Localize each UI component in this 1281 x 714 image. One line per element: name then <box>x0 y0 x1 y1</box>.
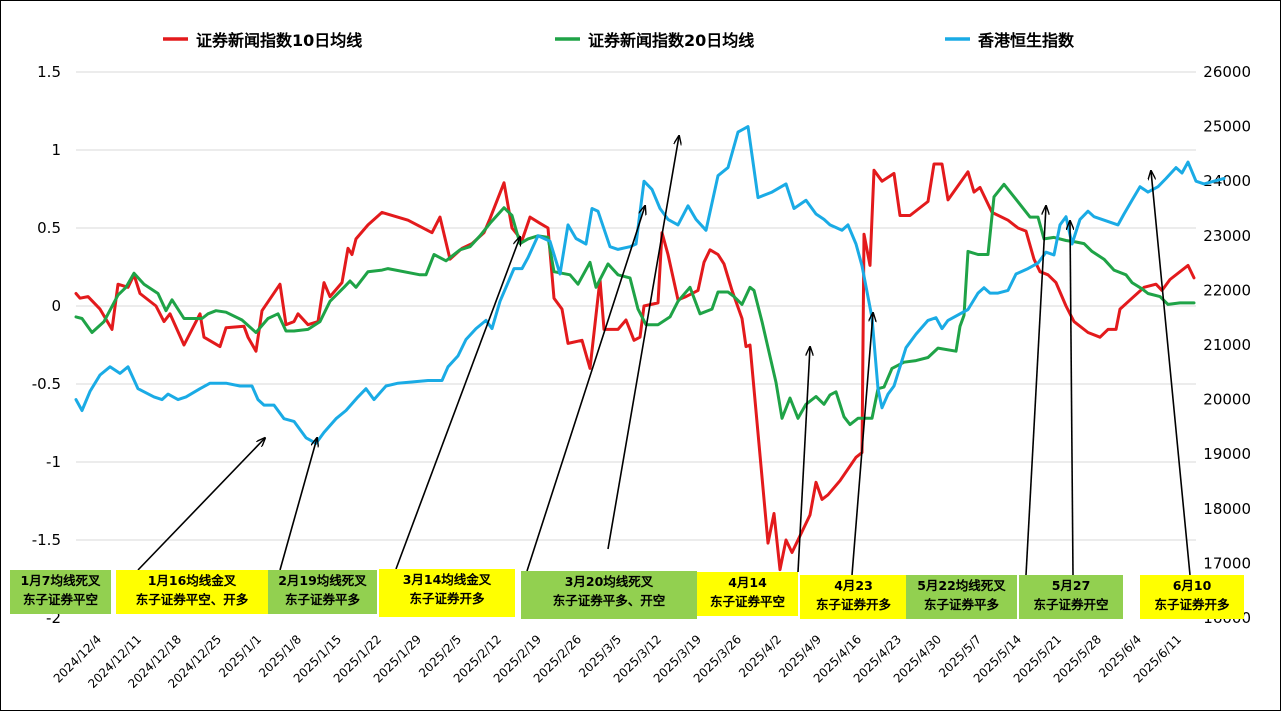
series-3 <box>74 125 1226 445</box>
annotation-boxes: 1月7均线死叉东子证券平空1月16均线金叉东子证券平空、开多2月19均线死叉东子… <box>10 136 1244 619</box>
left-tick-label: -1.5 <box>32 531 61 549</box>
annotation-background <box>1019 575 1123 619</box>
annotation-background <box>10 570 111 614</box>
series-1 <box>74 162 1196 572</box>
right-axis: 26000 25000 24000 23000 22000 21000 20000 19000… <box>1203 63 1251 627</box>
annotation-box: 4月14 东子证券平空 <box>697 572 798 616</box>
right-tick-label: 23000 <box>1203 227 1251 245</box>
annotation-box: 6月10 东子证券开多 <box>1140 575 1244 619</box>
annotation-background <box>379 569 515 617</box>
annotation-arrow <box>607 136 679 550</box>
legend-item: 证券新闻指数10日均线 <box>163 31 362 50</box>
annotation-line: 4月14 <box>728 575 767 590</box>
legend-label: 证券新闻指数10日均线 <box>196 31 362 50</box>
legend: 证券新闻指数10日均线 证券新闻指数20日均线 香港恒生指数 <box>163 31 1075 50</box>
annotation-line: 东子证券开多 <box>1154 597 1230 612</box>
annotation-background <box>697 572 798 616</box>
legend-item: 香港恒生指数 <box>945 31 1075 50</box>
x-axis: 2024/12/42024/12/112024/12/182024/12/252… <box>51 632 1184 691</box>
annotation-line: 2月19均线死叉 <box>278 573 367 588</box>
series-2 <box>74 182 1196 427</box>
annotation-background <box>268 570 377 614</box>
legend-item: 证券新闻指数20日均线 <box>555 31 754 50</box>
annotation-background <box>116 570 268 614</box>
annotation-line: 1月7均线死叉 <box>21 573 101 588</box>
annotation-line: 5月22均线死叉 <box>917 578 1006 593</box>
right-tick-label: 25000 <box>1203 118 1251 136</box>
left-tick-label: 0.5 <box>37 219 61 237</box>
annotation-arrow <box>797 347 810 573</box>
series-layer <box>74 125 1226 572</box>
legend-label: 证券新闻指数20日均线 <box>588 31 754 50</box>
annotation-line: 东子证券平多 <box>924 597 1000 612</box>
annotation-line: 6月10 <box>1173 578 1212 593</box>
left-tick-label: -0.5 <box>32 375 61 393</box>
x-tick-label: 2025/4/2 <box>736 632 784 680</box>
left-tick-label: -1 <box>46 453 61 471</box>
annotation-line: 3月14均线金叉 <box>403 572 492 587</box>
annotation-arrow <box>279 438 317 571</box>
right-tick-label: 19000 <box>1203 445 1251 463</box>
legend-label: 香港恒生指数 <box>977 31 1075 50</box>
annotation-background <box>800 575 907 619</box>
left-tick-label: 1.5 <box>37 63 61 81</box>
annotation-arrow <box>1151 171 1191 576</box>
annotation-arrow <box>1070 221 1073 576</box>
annotation-line: 东子证券平多 <box>285 592 361 607</box>
right-tick-label: 26000 <box>1203 63 1251 81</box>
annotation-arrow <box>1025 206 1046 576</box>
annotation-arrow <box>526 206 645 572</box>
annotation-arrow <box>395 237 520 570</box>
left-tick-label: 1 <box>51 141 61 159</box>
right-tick-label: 18000 <box>1203 500 1251 518</box>
annotation-line: 1月16均线金叉 <box>148 573 237 588</box>
annotation-line: 4月23 <box>834 578 873 593</box>
left-tick-label: 0 <box>51 297 61 315</box>
annotation-background <box>906 575 1017 619</box>
annotation-line: 东子证券平空 <box>23 592 98 607</box>
annotation-line: 东子证券开空 <box>1033 597 1108 612</box>
right-tick-label: 17000 <box>1203 554 1251 572</box>
series-line <box>74 125 1226 445</box>
right-tick-label: 21000 <box>1203 336 1251 354</box>
annotation-background <box>1140 575 1244 619</box>
annotation-arrow <box>137 438 265 571</box>
series-line <box>74 182 1196 427</box>
annotation-line: 3月20均线死叉 <box>565 574 654 589</box>
x-tick-label: 2025/1/1 <box>216 632 264 680</box>
left-axis: 1.510.50-0.5-1-1.5-2 <box>32 63 61 627</box>
annotation-line: 东子证券平多、开空 <box>553 593 666 608</box>
annotation-background <box>521 571 697 619</box>
right-tick-label: 24000 <box>1203 172 1251 190</box>
series-line <box>74 162 1196 572</box>
annotation-line: 东子证券开多 <box>409 591 485 606</box>
annotation-line: 5月27 <box>1052 578 1091 593</box>
annotation-line: 东子证券平空 <box>710 594 785 609</box>
annotation-box: 5月27 东子证券开空 <box>1019 575 1123 619</box>
annotation-line: 东子证券平空、开多 <box>136 592 249 607</box>
annotation-line: 东子证券开多 <box>816 597 892 612</box>
right-tick-label: 22000 <box>1203 281 1251 299</box>
right-tick-label: 20000 <box>1203 391 1251 409</box>
annotation-box: 4月23 东子证券开多 <box>800 575 907 619</box>
annotation-arrow <box>851 313 873 576</box>
